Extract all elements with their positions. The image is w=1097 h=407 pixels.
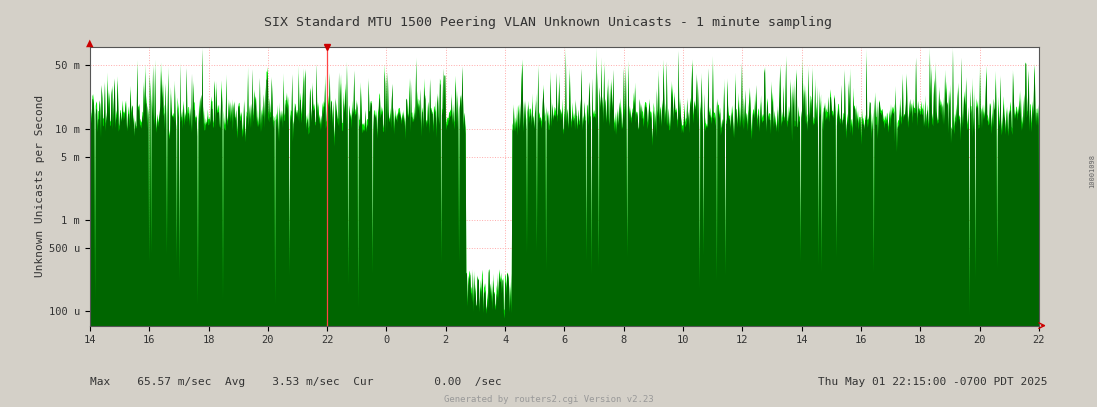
- Text: Thu May 01 22:15:00 -0700 PDT 2025: Thu May 01 22:15:00 -0700 PDT 2025: [818, 377, 1048, 387]
- Text: ▲: ▲: [87, 37, 93, 48]
- Text: 10001098: 10001098: [1089, 154, 1095, 188]
- Text: Generated by routers2.cgi Version v2.23: Generated by routers2.cgi Version v2.23: [443, 395, 654, 404]
- Text: SIX Standard MTU 1500 Peering VLAN Unknown Unicasts - 1 minute sampling: SIX Standard MTU 1500 Peering VLAN Unkno…: [264, 16, 833, 29]
- Text: Max    65.57 m/sec  Avg    3.53 m/sec  Cur         0.00  /sec: Max 65.57 m/sec Avg 3.53 m/sec Cur 0.00 …: [90, 377, 501, 387]
- Y-axis label: Unknown Unicasts per Second: Unknown Unicasts per Second: [35, 95, 45, 277]
